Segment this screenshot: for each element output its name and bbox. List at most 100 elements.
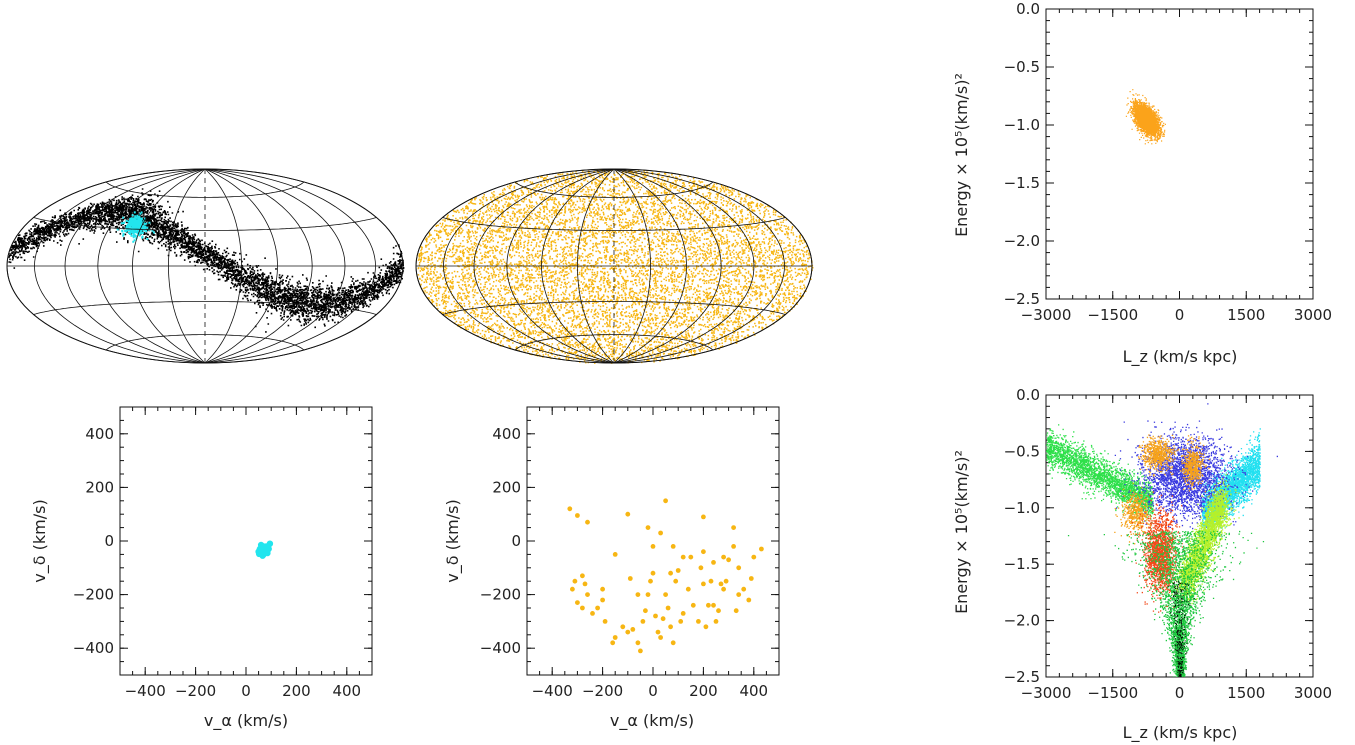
data-point (575, 600, 580, 605)
data-point (668, 624, 673, 630)
data-point (612, 552, 618, 557)
y-tick-label: −2.5 (1004, 290, 1040, 308)
data-point (610, 640, 616, 646)
y-tick-label: 200 (492, 478, 521, 496)
population-red-core (1130, 491, 1185, 613)
data-point (698, 565, 704, 571)
sky-grid (6, 168, 404, 364)
data-point (751, 554, 757, 560)
data-point (658, 635, 663, 640)
data-point (668, 570, 673, 576)
data-point (580, 573, 585, 579)
x-tick-label: 1500 (1227, 306, 1265, 324)
data-point (690, 602, 696, 608)
parallel-line (33, 301, 377, 315)
parallel-line (514, 334, 714, 351)
data-point (638, 648, 643, 654)
data-point (567, 506, 573, 512)
data-point (703, 624, 709, 630)
y-tick-label: 0.0 (1016, 0, 1040, 18)
data-point (670, 640, 676, 646)
sky-points (417, 169, 814, 364)
stream-stars-black (8, 188, 405, 333)
data-point (675, 568, 681, 573)
velocity-right-ylabel: v_δ (km/s) (443, 499, 463, 582)
plot-frame (1045, 8, 1314, 300)
parallel-line (105, 181, 305, 198)
data-point (736, 565, 742, 571)
data-point (585, 519, 590, 525)
x-tick-label: 0 (241, 682, 251, 700)
data-point (701, 514, 706, 520)
data-point (733, 608, 739, 614)
data-point (625, 629, 631, 635)
data-point (600, 586, 605, 592)
data-point (663, 592, 668, 597)
data-point (680, 611, 686, 616)
energy-plot-top: −3000 −1500 0 1500 3000 0.0 −0.5 −1.0 −1.5 −2.0 −2… (1004, 0, 1333, 324)
data-point (600, 597, 605, 603)
sky-map-left (6, 168, 405, 364)
parallel-line (514, 181, 714, 198)
y-tick-label: −1.5 (1004, 174, 1040, 192)
data-point (713, 619, 719, 624)
velocity-plot-left: −400 −200 0 200 400 −400 −200 0 200 400 (73, 406, 373, 700)
x-tick-label: −400 (125, 682, 166, 700)
data-point (680, 554, 686, 560)
x-tick-label: 1500 (1227, 684, 1265, 702)
x-tick-label: −3000 (1021, 306, 1072, 324)
data-point (663, 498, 668, 504)
data-point (648, 578, 653, 584)
data-point (731, 544, 736, 549)
y-tick-label: −2.0 (1004, 232, 1040, 250)
data-point (580, 605, 585, 611)
y-tick-label: −2.5 (1004, 668, 1040, 686)
data-point (575, 513, 580, 518)
population-yellow-green (1171, 473, 1240, 608)
y-tick-label: −1.5 (1004, 555, 1040, 573)
ticks (119, 406, 373, 676)
y-tick-label: −400 (73, 639, 114, 657)
data-point (741, 586, 747, 592)
y-tick-label: −0.5 (1004, 58, 1040, 76)
parallel-line (105, 334, 305, 351)
y-tick-label: −200 (480, 586, 521, 604)
y-tick-label: −0.5 (1004, 442, 1040, 460)
x-tick-label: −200 (582, 682, 623, 700)
data-point (688, 554, 694, 560)
data-point (627, 576, 633, 581)
y-tick-label: 0.0 (1016, 386, 1040, 404)
data-point (572, 578, 578, 584)
ticks (1045, 8, 1314, 300)
data-point (731, 525, 736, 530)
data-point (660, 616, 666, 622)
data-point (665, 605, 671, 611)
data-point (696, 619, 701, 624)
x-tick-label: 3000 (1294, 306, 1332, 324)
data-point (701, 549, 706, 555)
x-tick-label: −1500 (1087, 306, 1138, 324)
y-tick-label: −1.0 (1004, 499, 1040, 517)
x-tick-label: −1500 (1087, 684, 1138, 702)
data-point (263, 547, 271, 554)
data-point (746, 597, 752, 603)
data-point (658, 530, 663, 536)
x-tick-label: 3000 (1294, 684, 1332, 702)
energy-top-ylabel: Energy × 10⁵(km/s)² (952, 73, 971, 237)
data-points (567, 498, 764, 654)
x-tick-label: 0 (1175, 306, 1185, 324)
population-left-wing (1046, 424, 1154, 530)
data-point (585, 592, 590, 597)
y-tick-label: −2.0 (1004, 612, 1040, 630)
energy-cluster-orange (1125, 89, 1166, 145)
data-point (582, 581, 588, 587)
y-tick-label: 0 (511, 532, 521, 550)
data-point (255, 550, 263, 558)
population-funnel-core (1168, 581, 1195, 677)
velocity-left-ylabel: v_δ (km/s) (30, 499, 50, 582)
data-point (711, 602, 716, 608)
sky-map-right (415, 168, 814, 364)
x-tick-label: 200 (689, 682, 718, 700)
population-funnel (1067, 530, 1265, 677)
x-tick-label: −200 (175, 682, 216, 700)
